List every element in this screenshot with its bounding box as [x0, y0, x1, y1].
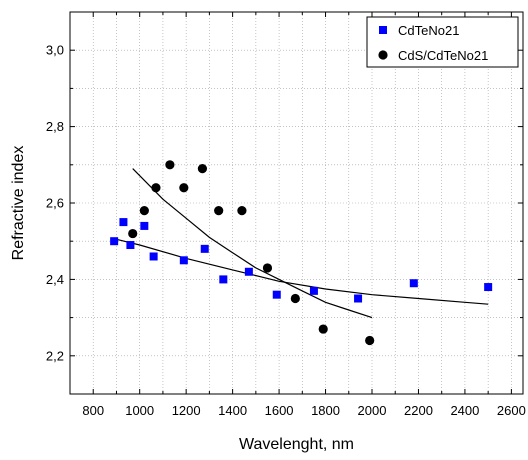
legend-marker-square	[379, 26, 387, 34]
data-points	[110, 160, 493, 346]
data-point-circle	[318, 324, 328, 334]
data-point-circle	[197, 164, 208, 174]
data-point-square	[119, 218, 128, 227]
x-tick-label: 2400	[450, 403, 479, 418]
data-point-circle	[290, 293, 300, 304]
legend: CdTeNo21 CdS/CdTeNo21	[366, 16, 519, 68]
data-point-circle	[262, 263, 273, 273]
legend-label-cds-cdteno21: CdS/CdTeNo21	[398, 48, 488, 63]
x-tick-label: 1000	[125, 403, 154, 418]
data-point-square	[484, 283, 493, 292]
data-point-circle	[128, 228, 138, 239]
data-point-circle	[365, 335, 375, 346]
fit-lines	[116, 168, 489, 319]
data-point-circle	[165, 160, 175, 170]
data-point-square	[149, 252, 158, 261]
x-tick-label: 2000	[358, 403, 387, 418]
x-tick-label: 2200	[404, 403, 433, 418]
data-point-square	[126, 241, 135, 250]
data-point-square	[179, 256, 188, 265]
data-point-square	[309, 286, 318, 295]
data-point-square	[409, 279, 418, 288]
fit-line	[132, 168, 373, 319]
fit-line	[116, 238, 489, 305]
legend-label-cdteno21: CdTeNo21	[398, 23, 459, 38]
y-tick-label: 3,0	[46, 43, 64, 58]
y-tick-label: 2,2	[46, 348, 64, 363]
data-point-circle	[237, 206, 247, 216]
plot-frame	[69, 11, 524, 395]
data-point-circle	[179, 183, 189, 193]
axis-ticks	[70, 11, 523, 394]
data-point-square	[354, 294, 363, 303]
x-tick-labels: 800 1000 1200 1400 1600 1800 2000 2200 2400 2600	[82, 403, 525, 418]
x-tick-label: 1800	[311, 403, 340, 418]
data-point-circle	[139, 206, 149, 216]
y-axis-title: Refractive index	[10, 146, 27, 261]
data-point-square	[140, 221, 149, 230]
x-axis-title: Wavelenght, nm	[239, 436, 354, 453]
x-tick-label: 1400	[218, 403, 247, 418]
y-tick-label: 2,6	[46, 196, 64, 211]
data-point-square	[244, 267, 253, 276]
data-point-square	[272, 290, 281, 299]
x-tick-label: 1200	[172, 403, 201, 418]
y-tick-label: 2,8	[46, 119, 64, 134]
x-tick-label: 800	[82, 403, 104, 418]
data-point-circle	[151, 183, 161, 193]
data-point-square	[200, 244, 209, 253]
data-point-square	[219, 275, 228, 284]
legend-box	[366, 16, 519, 68]
data-point-square	[110, 237, 119, 246]
y-tick-labels: 2,2 2,4 2,6 2,8 3,0	[46, 43, 64, 364]
x-tick-label: 2600	[497, 403, 526, 418]
grid	[70, 11, 523, 394]
data-point-circle	[214, 206, 224, 216]
legend-marker-circle	[378, 50, 388, 60]
x-tick-label: 1600	[265, 403, 294, 418]
y-tick-label: 2,4	[46, 272, 64, 287]
